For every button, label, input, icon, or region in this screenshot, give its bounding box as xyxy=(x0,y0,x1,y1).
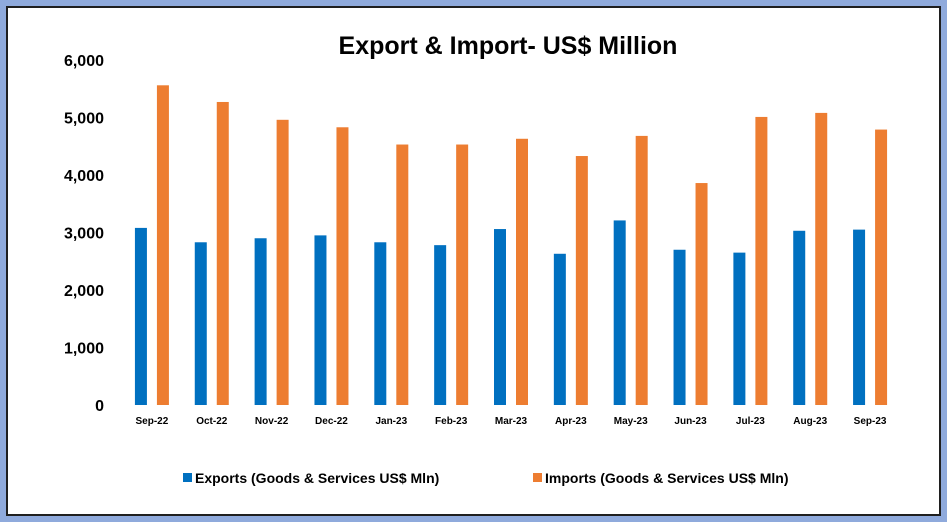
export-bar xyxy=(793,230,806,405)
export-legend-swatch xyxy=(183,473,192,482)
export-bar xyxy=(254,238,267,405)
export-bar xyxy=(434,245,447,405)
import-legend-swatch xyxy=(533,473,542,482)
x-tick-label: May-23 xyxy=(614,416,648,427)
x-tick-label: Dec-22 xyxy=(315,416,348,427)
export-bar xyxy=(134,227,147,405)
import-bar xyxy=(695,183,708,405)
import-legend-label: Imports (Goods & Services US$ Mln) xyxy=(545,470,789,486)
x-tick-label: Feb-23 xyxy=(435,416,468,427)
x-axis-ticks: Sep-22 Oct-22 Nov-22 Dec-22 Jan-23 Feb-23 Mar-… xyxy=(136,416,887,427)
x-tick-label: Sep-23 xyxy=(854,416,887,427)
x-tick-label: Mar-23 xyxy=(495,416,528,427)
y-axis-ticks: 0 1,000 2,000 3,000 4,000 5,000 6,000 xyxy=(64,53,104,415)
export-bar xyxy=(314,235,327,405)
x-tick-label: Jun-23 xyxy=(674,416,707,427)
import-bar xyxy=(875,129,888,405)
y-tick-label: 5,000 xyxy=(64,111,104,128)
y-tick-label: 3,000 xyxy=(64,226,104,243)
export-bar xyxy=(553,253,566,405)
import-bar xyxy=(216,101,229,405)
legend: Exports (Goods & Services US$ Mln) Import… xyxy=(183,470,789,486)
y-tick-label: 0 xyxy=(95,398,104,415)
y-tick-label: 2,000 xyxy=(64,283,104,300)
import-bar xyxy=(396,144,409,405)
export-bar xyxy=(733,252,746,405)
export-bar xyxy=(494,229,506,405)
x-tick-label: Oct-22 xyxy=(196,416,228,427)
x-tick-label: Nov-22 xyxy=(255,416,289,427)
y-tick-label: 4,000 xyxy=(64,168,104,185)
y-tick-label: 6,000 xyxy=(64,53,104,70)
import-bar xyxy=(276,119,289,406)
import-bar xyxy=(336,127,349,406)
chart-title: Export & Import- US$ Million xyxy=(339,32,678,60)
export-bar xyxy=(853,229,866,405)
bars xyxy=(134,85,888,406)
import-bar xyxy=(156,85,169,406)
export-legend-label: Exports (Goods & Services US$ Mln) xyxy=(195,470,439,486)
import-bar xyxy=(575,156,588,405)
export-bar xyxy=(673,249,686,405)
export-bar xyxy=(194,242,207,405)
x-tick-label: Aug-23 xyxy=(793,416,827,427)
import-bar xyxy=(815,112,828,406)
x-tick-label: Jan-23 xyxy=(375,416,407,427)
x-tick-label: Jul-23 xyxy=(736,416,765,427)
import-bar xyxy=(635,135,648,405)
import-bar xyxy=(516,138,528,405)
import-bar xyxy=(456,144,469,405)
x-tick-label: Apr-23 xyxy=(555,416,587,427)
y-tick-label: 1,000 xyxy=(64,341,104,358)
x-tick-label: Sep-22 xyxy=(136,416,169,427)
export-bar xyxy=(613,220,626,405)
import-bar xyxy=(755,116,768,406)
export-bar xyxy=(374,242,387,405)
